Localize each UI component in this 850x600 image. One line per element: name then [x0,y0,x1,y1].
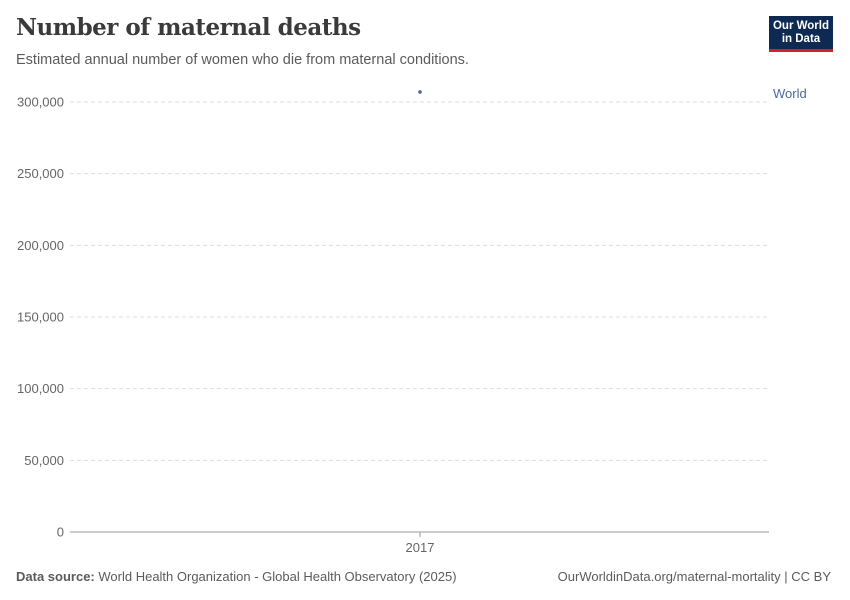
series-label-world: World [773,86,807,101]
y-tick-label: 200,000 [17,238,64,253]
source-text[interactable]: World Health Organization - Global Healt… [98,569,457,584]
y-tick-label: 0 [57,525,64,540]
data-point-world [418,90,422,94]
source-label: Data source: [16,569,95,584]
source-url[interactable]: OurWorldinData.org/maternal-mortality | … [557,569,831,584]
owid-logo[interactable]: Our World in Data [769,16,833,52]
y-tick-label: 300,000 [17,95,64,110]
y-tick-label: 150,000 [17,310,64,325]
y-tick-label: 50,000 [24,453,64,468]
x-tick-label: 2017 [406,540,435,555]
chart-title: Number of maternal deaths [16,14,361,41]
data-source: Data source: World Health Organization -… [16,569,457,584]
chart-subtitle: Estimated annual number of women who die… [16,52,469,68]
y-tick-label: 250,000 [17,166,64,181]
y-tick-label: 100,000 [17,381,64,396]
